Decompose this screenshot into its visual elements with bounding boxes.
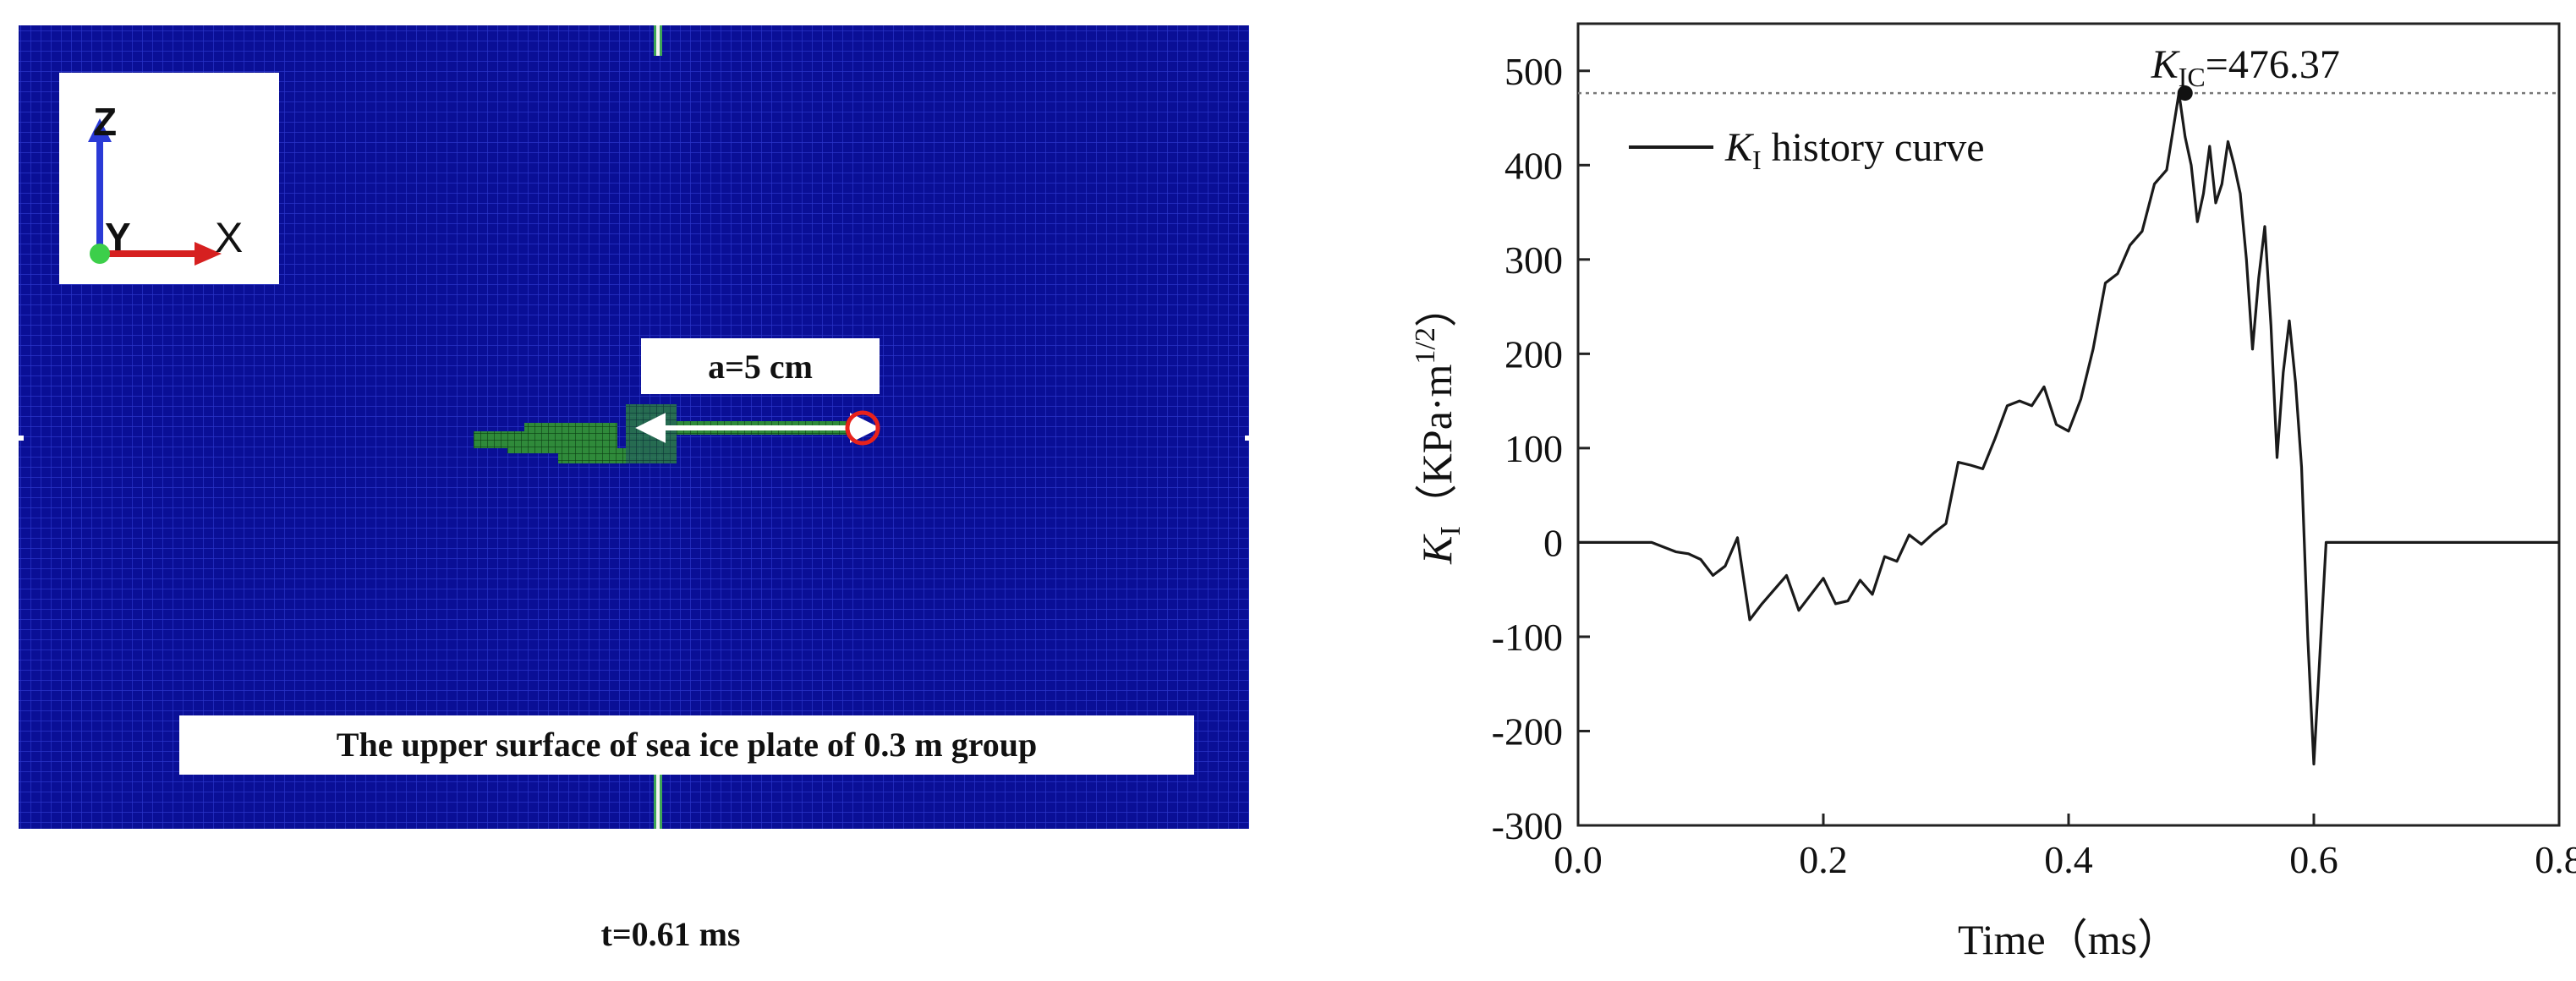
z-axis-label: Z bbox=[93, 100, 117, 144]
left-edge-mark bbox=[12, 436, 24, 441]
y-tick-label: -200 bbox=[1492, 710, 1563, 753]
caption-box bbox=[179, 715, 1194, 775]
y-tick-label: 400 bbox=[1504, 144, 1563, 187]
y-tick-label: 0 bbox=[1543, 521, 1563, 564]
peak-point bbox=[2177, 85, 2193, 101]
y-ticks: 500 400 300 200 100 0 -100 -200 -300 bbox=[1492, 50, 1590, 847]
crack-segment bbox=[524, 423, 617, 440]
bottom-notch-gap bbox=[656, 768, 660, 829]
x-tick-label: 0.6 bbox=[2289, 838, 2338, 881]
top-notch-gap bbox=[656, 25, 660, 56]
axes-triad: Z Y X bbox=[59, 73, 279, 284]
time-label: t=0.61 ms bbox=[601, 915, 741, 953]
plate-caption: The upper surface of sea ice plate of 0.… bbox=[337, 726, 1037, 764]
z-arrowhead bbox=[88, 118, 112, 142]
y-tick-label: 500 bbox=[1504, 50, 1563, 93]
y-tick-label: 300 bbox=[1504, 238, 1563, 282]
x-arrowhead bbox=[195, 242, 222, 266]
crack-length-label: a=5 cm bbox=[708, 348, 813, 386]
y-tick-label: 100 bbox=[1504, 427, 1563, 470]
y-tick-label: -300 bbox=[1492, 804, 1563, 847]
crack-tip-marker bbox=[845, 410, 880, 446]
length-label-box bbox=[641, 338, 880, 394]
y-axis-title: KI（KPa·m1/2） bbox=[1410, 285, 1466, 565]
x-axis-label: X bbox=[215, 214, 243, 261]
crack-segment bbox=[558, 448, 626, 463]
y-tick-label: 200 bbox=[1504, 332, 1563, 375]
peak-annotation: KIC=476.37 bbox=[2151, 42, 2340, 92]
x-ticks: 0.0 0.2 0.4 0.6 0.8 bbox=[1554, 814, 2576, 881]
x-tick-label: 0.2 bbox=[1799, 838, 1848, 881]
x-tick-label: 0.8 bbox=[2535, 838, 2576, 881]
x-tick-label: 0.4 bbox=[2044, 838, 2093, 881]
simulation-panel: Z Y X a=5 cm The upper surface of sea ic… bbox=[12, 25, 1257, 953]
legend: KI history curve bbox=[1629, 125, 1985, 175]
legend-label: KI history curve bbox=[1724, 125, 1985, 175]
crack-segment bbox=[626, 404, 677, 463]
x-axis-title: Time（ms） bbox=[1958, 916, 2179, 963]
y-axis-dot bbox=[90, 244, 110, 264]
series-line bbox=[1578, 91, 2559, 766]
x-tick-label: 0.0 bbox=[1554, 838, 1603, 881]
right-edge-mark bbox=[1245, 436, 1257, 441]
y-tick-label: -100 bbox=[1492, 616, 1563, 659]
y-axis-label: Y bbox=[105, 215, 131, 259]
